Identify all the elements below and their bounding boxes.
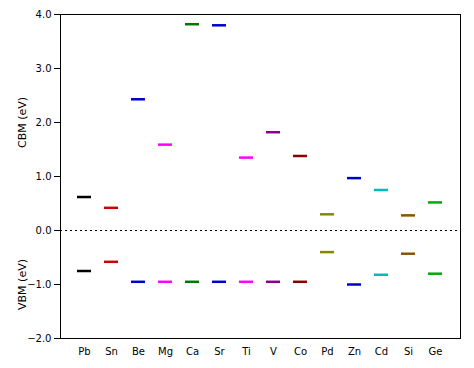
svg-text:V: V <box>270 346 277 357</box>
svg-text:−1.0: −1.0 <box>27 279 51 290</box>
svg-text:Pd: Pd <box>321 346 333 357</box>
svg-text:Sr: Sr <box>214 346 225 357</box>
svg-text:2.0: 2.0 <box>36 117 52 128</box>
svg-text:Sn: Sn <box>105 346 118 357</box>
svg-text:VBM (eV): VBM (eV) <box>16 259 29 310</box>
svg-text:Be: Be <box>132 346 145 357</box>
svg-text:Ca: Ca <box>186 346 199 357</box>
svg-text:Si: Si <box>404 346 413 357</box>
svg-text:Co: Co <box>294 346 307 357</box>
svg-text:Ge: Ge <box>429 346 443 357</box>
svg-text:CBM (eV): CBM (eV) <box>16 97 29 148</box>
svg-text:Mg: Mg <box>158 346 173 357</box>
svg-text:−2.0: −2.0 <box>27 333 51 344</box>
svg-text:Ti: Ti <box>241 346 251 357</box>
svg-text:0.0: 0.0 <box>36 225 52 236</box>
svg-text:4.0: 4.0 <box>36 9 52 20</box>
svg-text:Pb: Pb <box>78 346 90 357</box>
svg-text:Cd: Cd <box>375 346 388 357</box>
svg-text:1.0: 1.0 <box>36 171 52 182</box>
svg-text:Zn: Zn <box>348 346 361 357</box>
svg-text:3.0: 3.0 <box>36 63 52 74</box>
